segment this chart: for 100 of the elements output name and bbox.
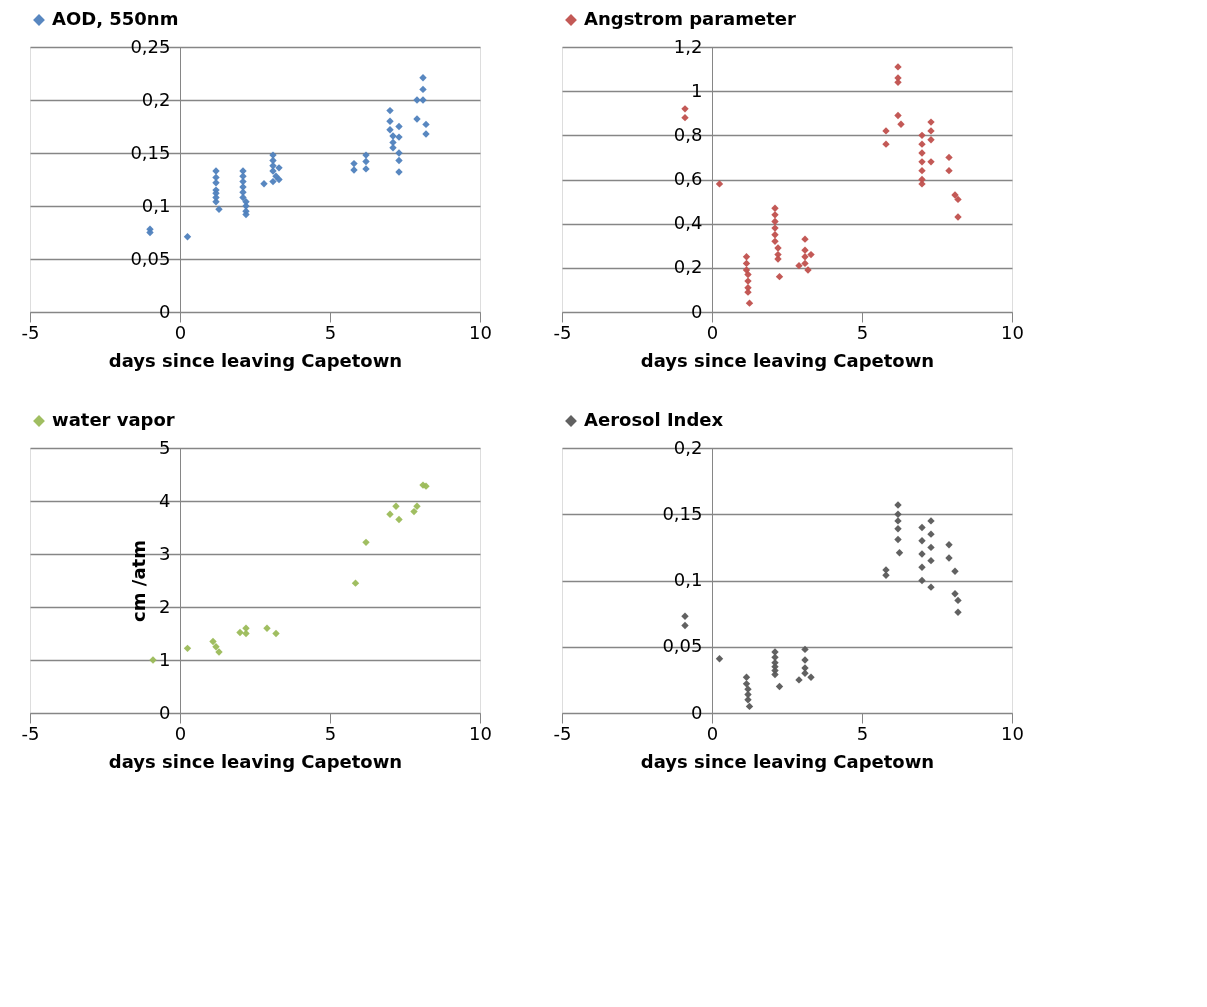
x-axis-title: days since leaving Capetown [108,349,403,371]
point [945,153,953,162]
y-tick-label: 0 [691,701,703,723]
x-tick-label: 10 [1001,722,1024,744]
x-tick-label: -5 [553,722,572,744]
legend-label: Aerosol Index [584,409,724,430]
point [715,180,724,188]
point [212,193,220,202]
legend-label: AOD, 550nm [52,8,179,29]
point [395,156,403,165]
point [894,78,902,87]
point [945,541,953,549]
point [395,515,403,524]
point [918,175,926,184]
y-tick-label: 0,15 [662,502,703,524]
point [954,608,962,617]
point [918,523,926,532]
y-tick-label: 0,05 [662,635,703,657]
point [681,621,689,630]
y-tick-label: 0 [159,300,171,322]
point [413,502,421,511]
y-tick-label: 2 [159,595,171,617]
x-tick-label: 10 [469,722,492,744]
x-tick-label: 0 [174,722,187,744]
point [715,654,724,663]
y-tick-label: 1 [159,648,171,670]
point [807,250,815,259]
point [242,629,250,638]
point [801,645,809,654]
y-tick-label: 0 [691,300,703,322]
point [422,120,430,129]
point [410,507,418,516]
point [386,106,394,115]
y-tick-label: 1 [691,79,703,101]
y-tick-label: 0,15 [130,141,171,163]
x-tick-label: 5 [856,321,869,343]
x-tick-label: 10 [469,321,492,343]
point [183,233,192,241]
point [775,682,784,691]
x-axis-title: days since leaving Capetown [640,349,935,371]
point [239,193,247,202]
y-tick-label: 0,1 [673,569,703,590]
point [918,131,926,140]
point [745,299,754,307]
y-tick-label: 0,2 [673,256,703,278]
x-axis-title: days since leaving Capetown [108,750,403,772]
x-tick-label: 0 [174,321,187,343]
legend-label: water vapor [52,409,175,430]
point [795,261,803,270]
point [209,637,217,646]
point [183,644,192,653]
x-tick-label: 5 [324,722,337,744]
y-tick-label: 1,2 [673,35,703,57]
y-tick-label: 0,2 [141,88,171,110]
point [954,596,962,605]
point [744,270,752,279]
x-tick-label: 0 [706,722,719,744]
y-tick-label: 0,1 [141,194,171,216]
point [272,629,280,638]
y-tick-label: 0,6 [673,168,703,189]
point [774,250,782,259]
point [351,579,360,587]
point [269,177,277,186]
x-axis-title: days since leaving Capetown [640,750,935,772]
point [771,237,779,246]
y-tick-label: 5 [159,436,171,458]
x-tick-label: 10 [1001,321,1024,343]
point [362,157,370,166]
point [954,195,962,204]
point [236,628,244,637]
point [742,680,751,688]
point [744,690,752,699]
point [742,673,751,681]
point [269,156,277,165]
point [801,259,809,268]
point [771,670,779,679]
x-tick-label: 0 [706,321,719,343]
point [395,122,403,131]
y-tick-label: 0,8 [673,123,703,145]
point [775,272,784,281]
x-tick-label: 5 [324,321,337,343]
point [895,548,904,557]
y-tick-label: 0,05 [130,247,171,269]
point [771,231,779,239]
x-tick-label: -5 [21,321,40,343]
y-axis-title: cm /atm [128,540,150,622]
point [894,535,902,544]
point [918,576,926,585]
y-tick-label: 3 [159,542,171,564]
y-tick-label: 0,25 [130,35,171,57]
y-tick-label: 0,4 [673,212,703,234]
legend-label: Angstrom parameter [584,8,797,29]
point [419,85,427,94]
x-tick-label: 5 [856,722,869,744]
point [242,210,250,219]
x-tick-label: -5 [21,722,40,744]
point [771,217,779,226]
y-tick-label: 4 [159,489,171,511]
point [742,253,751,261]
point [945,166,953,175]
